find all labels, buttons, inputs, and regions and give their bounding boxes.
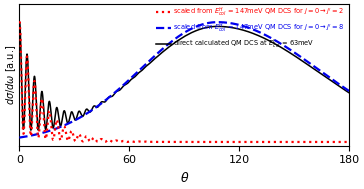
Y-axis label: $d\sigma/d\omega$ [a.u.]: $d\sigma/d\omega$ [a.u.] xyxy=(4,45,18,105)
Legend: scaled from $E_{col}^{H}$ = 147meV QM DCS for $j = 0 \rightarrow j^{\prime} = 2$: scaled from $E_{col}^{H}$ = 147meV QM DC… xyxy=(155,5,346,52)
X-axis label: $\theta$: $\theta$ xyxy=(179,171,189,185)
